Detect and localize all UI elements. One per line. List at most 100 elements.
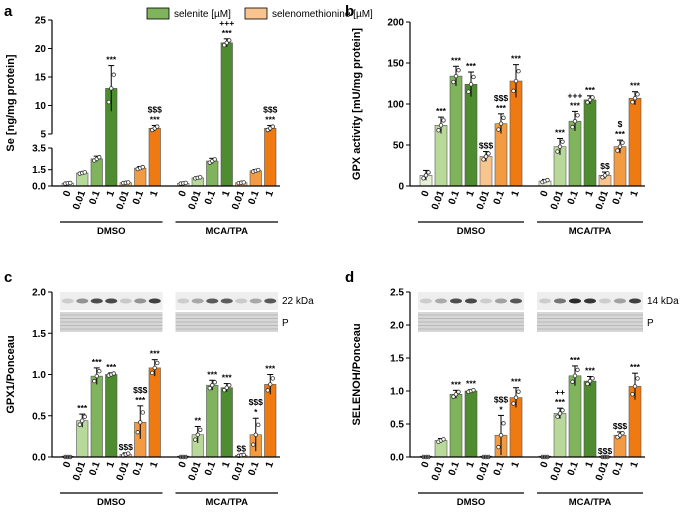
blot-band [599, 298, 611, 304]
data-point [570, 124, 575, 130]
bar [583, 380, 597, 458]
significance-mark: *** [135, 395, 146, 405]
data-point [632, 384, 638, 389]
significance-mark: *** [451, 379, 462, 389]
group-label: DMSO [457, 497, 486, 508]
group-label: DMSO [97, 226, 126, 237]
y-axis-label: GPX activity [mU/mg protein] [351, 28, 363, 181]
legend-swatch-selenomethionine [244, 7, 268, 20]
data-point [241, 180, 246, 185]
group-label: MCA/TPA [569, 497, 612, 508]
panel-letter-a: a [4, 3, 13, 20]
data-point [126, 451, 131, 456]
significance-mark: $$ [600, 161, 610, 171]
significance-mark: *** [496, 103, 507, 113]
y-tick-label: 2.0 [32, 288, 46, 299]
x-tick-label: 0.01 [230, 189, 247, 211]
significance-mark: $$$ [133, 385, 147, 395]
bar [220, 42, 233, 187]
data-point [438, 123, 444, 128]
group-label: DMSO [97, 497, 126, 508]
group-label: MCA/TPA [205, 497, 248, 508]
data-point [198, 175, 203, 180]
x-tick-label: 0.1 [566, 189, 581, 206]
data-point [585, 381, 590, 387]
group-label: MCA/TPA [569, 226, 612, 237]
significance-mark: *** [570, 100, 581, 110]
significance-mark: * [254, 407, 258, 417]
data-point [560, 408, 565, 413]
significance-mark: *** [585, 365, 596, 375]
significance-mark: *** [585, 85, 596, 95]
significance-mark: $$$ [119, 442, 133, 452]
panel-d: d0.00.51.01.52.02.5SELENOH/Ponceau00.01*… [345, 269, 679, 508]
data-point [471, 388, 476, 393]
data-point [140, 164, 145, 170]
x-tick-label: 0.01 [230, 460, 247, 482]
data-point [441, 118, 446, 123]
x-tick-label: 1 [105, 189, 117, 198]
data-point [453, 73, 459, 79]
x-tick-label: 0 [539, 460, 551, 469]
bar [264, 384, 277, 458]
data-point [256, 422, 261, 428]
significance-mark: *** [466, 379, 477, 389]
data-point [590, 95, 595, 100]
bar [449, 75, 463, 187]
x-tick-label: 1 [465, 460, 477, 469]
x-tick-label: 0.1 [246, 189, 261, 206]
blot-band [76, 298, 89, 304]
data-point [77, 422, 82, 427]
x-tick-label: 1 [584, 460, 596, 469]
y-tick-label: 15 [35, 73, 47, 84]
blot-band [249, 298, 262, 304]
data-point [138, 420, 143, 425]
data-point [590, 376, 595, 381]
significance-mark: *** [630, 362, 641, 372]
blot-band [220, 298, 233, 304]
data-point [436, 128, 441, 133]
x-tick-label: 0.01 [594, 460, 611, 482]
y-axis-label: SELENOH/Ponceau [351, 323, 363, 425]
significance-mark: *** [615, 129, 626, 139]
x-tick-label: 1 [629, 189, 641, 198]
data-point [456, 68, 461, 73]
data-point [620, 140, 625, 145]
x-tick-label: 0.1 [87, 189, 102, 206]
data-point [155, 360, 160, 366]
data-point [253, 432, 258, 437]
blot-band [420, 298, 432, 304]
significance-mark: *** [265, 364, 276, 374]
data-point [501, 115, 506, 120]
x-tick-label: 0.01 [475, 189, 492, 211]
y-tick-label: 2.5 [390, 288, 404, 299]
data-point [513, 395, 519, 400]
group-label: MCA/TPA [205, 226, 248, 237]
data-point [207, 385, 212, 391]
blot-band [177, 298, 190, 304]
x-tick-label: 1 [105, 460, 117, 469]
y-tick-label: 1.5 [32, 165, 46, 176]
bar [434, 125, 448, 187]
data-point [227, 383, 232, 388]
bar [464, 84, 478, 187]
y-axis-label: Se [ng/mg protein] [5, 54, 17, 152]
x-tick-label: 0.01 [549, 460, 566, 482]
x-tick-label: 1 [148, 460, 160, 469]
significance-mark: *** [436, 106, 447, 116]
x-tick-label: 0.01 [187, 460, 204, 482]
data-point [516, 68, 521, 74]
x-tick-label: 1 [510, 460, 522, 469]
significance-mark: $ [618, 119, 623, 129]
blot-size-label: 22 kDa [282, 296, 314, 307]
data-point [135, 430, 140, 435]
data-point [109, 86, 114, 91]
x-tick-label: 0.01 [115, 460, 132, 482]
x-tick-label: 0.1 [203, 189, 218, 206]
data-point [635, 92, 640, 97]
data-point [92, 378, 97, 384]
data-point [241, 452, 246, 458]
x-tick-label: 0.1 [87, 460, 102, 477]
bar [449, 393, 463, 458]
data-point [471, 74, 476, 80]
